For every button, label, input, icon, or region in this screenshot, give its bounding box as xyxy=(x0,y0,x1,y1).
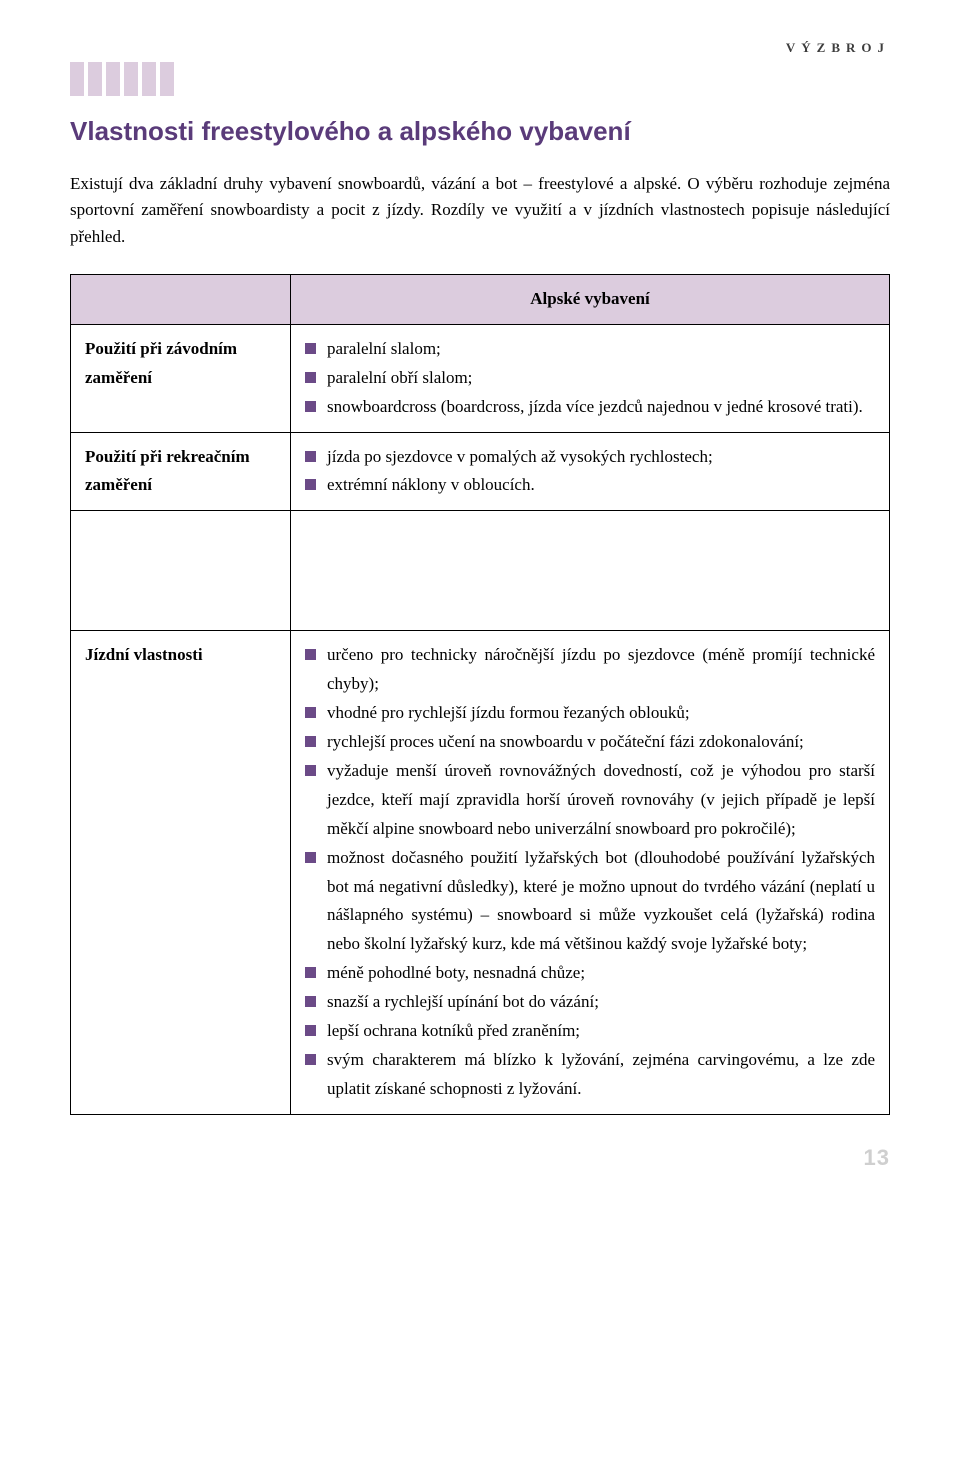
list-item: snowboardcross (boardcross, jízda více j… xyxy=(305,393,875,422)
row-content-riding: určeno pro technicky náročnější jízdu po… xyxy=(291,631,890,1114)
row-label-recreational: Použití při rekreačním zaměření xyxy=(71,432,291,511)
list-item: vhodné pro rychlejší jízdu formou řezaný… xyxy=(305,699,875,728)
page-container: VÝZBROJ Vlastnosti freestylového a alpsk… xyxy=(0,0,960,1201)
list-item: vyžaduje menší úroveň rovnovážných doved… xyxy=(305,757,875,844)
running-head: VÝZBROJ xyxy=(70,40,890,56)
list-item: rychlejší proces učení na snowboardu v p… xyxy=(305,728,875,757)
section-title: Vlastnosti freestylového a alpského vyba… xyxy=(70,116,890,147)
list-item: možnost dočasného použití lyžařských bot… xyxy=(305,844,875,960)
equipment-table: Alpské vybavení Použití při závodním zam… xyxy=(70,274,890,1115)
row-content-competitive: paralelní slalom; paralelní obří slalom;… xyxy=(291,324,890,432)
decorative-bars xyxy=(70,62,174,96)
spacer-cell xyxy=(71,511,291,631)
table-row: Použití při rekreačním zaměření jízda po… xyxy=(71,432,890,511)
row-label-competitive: Použití při závodním zaměření xyxy=(71,324,291,432)
table-row: Použití při závodním zaměření paralelní … xyxy=(71,324,890,432)
list-item: lepší ochrana kotníků před zraněním; xyxy=(305,1017,875,1046)
list-item: paralelní obří slalom; xyxy=(305,364,875,393)
table-header-blank xyxy=(71,275,291,325)
list-item: extrémní náklony v obloucích. xyxy=(305,471,875,500)
table-header-row: Alpské vybavení xyxy=(71,275,890,325)
table-header-alpine: Alpské vybavení xyxy=(291,275,890,325)
spacer-cell xyxy=(291,511,890,631)
list-item: paralelní slalom; xyxy=(305,335,875,364)
list-item: snazší a rychlejší upínání bot do vázání… xyxy=(305,988,875,1017)
list-item: méně pohodlné boty, nesnadná chůze; xyxy=(305,959,875,988)
list-item: určeno pro technicky náročnější jízdu po… xyxy=(305,641,875,699)
list-item: svým charakterem má blízko k lyžování, z… xyxy=(305,1046,875,1104)
table-spacer-row xyxy=(71,511,890,631)
page-number: 13 xyxy=(70,1145,890,1171)
row-label-riding: Jízdní vlastnosti xyxy=(71,631,291,1114)
row-content-recreational: jízda po sjezdovce v pomalých až vysokýc… xyxy=(291,432,890,511)
table-row: Jízdní vlastnosti určeno pro technicky n… xyxy=(71,631,890,1114)
list-item: jízda po sjezdovce v pomalých až vysokýc… xyxy=(305,443,875,472)
intro-paragraph: Existují dva základní druhy vybavení sno… xyxy=(70,171,890,250)
